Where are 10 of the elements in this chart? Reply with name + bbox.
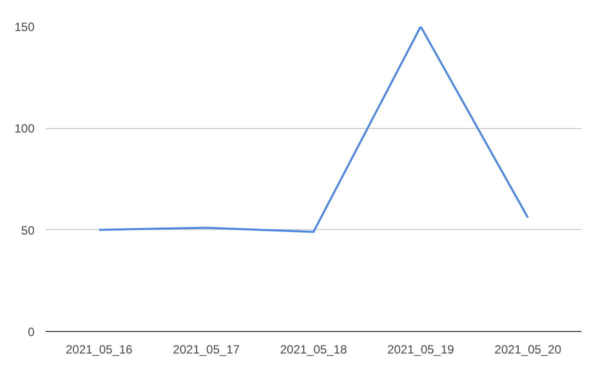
x-tick-label: 2021_05_19 bbox=[387, 342, 454, 356]
y-tick-label: 50 bbox=[21, 223, 35, 238]
y-tick-label: 150 bbox=[14, 20, 35, 34]
line-series bbox=[98, 26, 529, 233]
y-tick-label: 100 bbox=[14, 122, 35, 136]
x-tick-label: 2021_05_16 bbox=[66, 342, 133, 356]
x-tick-label: 2021_05_18 bbox=[280, 342, 348, 356]
x-tick-label: 2021_05_20 bbox=[494, 342, 562, 356]
y-tick-label: 0 bbox=[28, 325, 35, 339]
x-tick-label: 2021_05_17 bbox=[172, 342, 240, 356]
